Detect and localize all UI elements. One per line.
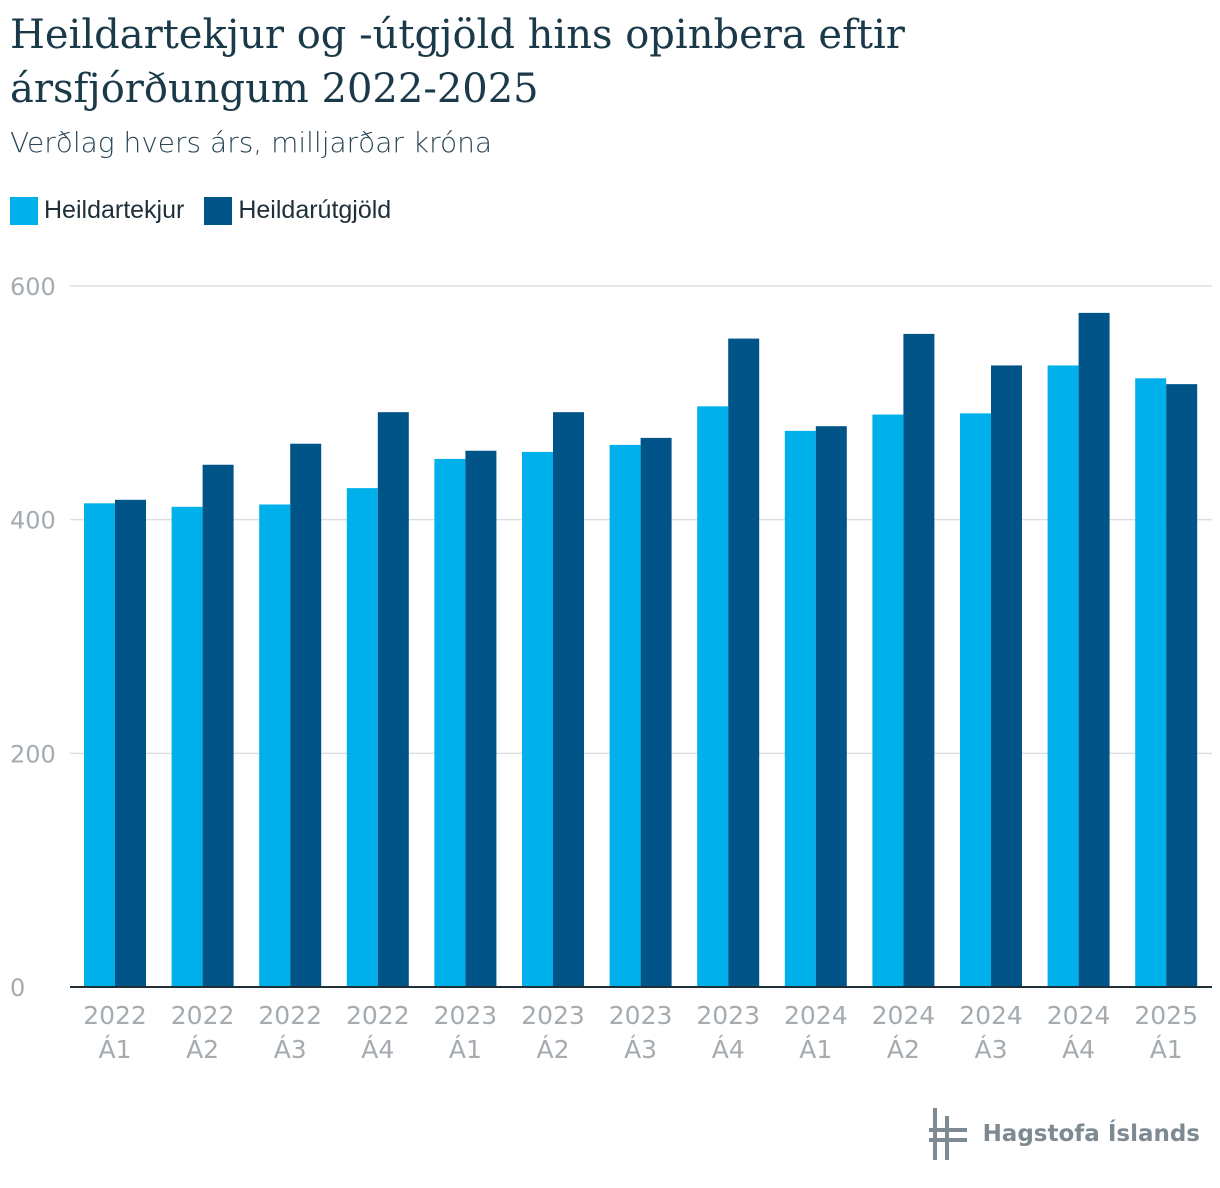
x-tick-label-quarter: Á1 [449, 1035, 482, 1064]
bar-heildartekjur [171, 506, 203, 987]
x-tick-label-year: 2024 [959, 1001, 1023, 1030]
legend-label-expenditure: Heildarútgjöld [238, 196, 392, 224]
x-tick-label-quarter: Á3 [274, 1035, 307, 1064]
x-tick-label-year: 2025 [1134, 1001, 1198, 1030]
hagstofa-logo-icon [928, 1108, 967, 1160]
x-tick-label-year: 2022 [171, 1001, 235, 1030]
bar-heildarutgjold [377, 412, 409, 987]
legend-item-expenditure: Heildarútgjöld [204, 196, 391, 225]
x-tick-label-year: 2023 [434, 1001, 498, 1030]
x-tick-label-year: 2022 [258, 1001, 322, 1030]
y-tick-label: 0 [10, 974, 25, 1002]
chart-title: Heildartekjur og -útgjöld hins opinbera … [10, 12, 905, 112]
bar-chart: 0 200 400 600 2022 Á1 2022 Á2 2022 Á3 2022 Á4 2023 Á1… [10, 273, 1212, 1064]
x-tick-label-year: 2022 [346, 1001, 410, 1030]
bar-heildarutgjold [903, 333, 935, 987]
bar-heildartekjur [609, 444, 641, 988]
x-tick-label-year: 2023 [521, 1001, 585, 1030]
legend: Heildartekjur Heildarútgjöld [10, 196, 391, 225]
bar-heildarutgjold [115, 499, 146, 987]
x-tick-label-year: 2024 [872, 1001, 936, 1030]
x-tick-label-quarter: Á4 [1062, 1035, 1095, 1064]
x-tick-label-year: 2024 [1047, 1001, 1111, 1030]
bar-heildartekjur [522, 451, 553, 987]
bar-heildarutgjold [553, 412, 584, 987]
bar-heildarutgjold [815, 426, 847, 987]
bar-heildartekjur [1135, 378, 1167, 987]
x-tick-label-quarter: Á2 [186, 1035, 219, 1064]
x-tick-label-quarter: Á3 [974, 1035, 1007, 1064]
bar-heildartekjur [784, 430, 816, 988]
bar-heildarutgjold [290, 443, 322, 988]
bar-heildarutgjold [640, 437, 672, 988]
bar-heildartekjur [872, 414, 904, 987]
legend-item-revenue: Heildartekjur [10, 196, 184, 225]
bar-heildarutgjold [728, 338, 760, 987]
x-tick-label-quarter: Á1 [1150, 1035, 1183, 1064]
bar-heildarutgjold [465, 450, 497, 987]
y-tick-label: 600 [10, 273, 56, 301]
bar-heildarutgjold [1166, 384, 1198, 987]
x-tick-label-year: 2024 [784, 1001, 848, 1030]
y-tick-label: 200 [10, 740, 56, 768]
bar-heildartekjur [697, 406, 729, 987]
bar-heildarutgjold [991, 365, 1022, 987]
bar-heildartekjur [346, 488, 378, 987]
x-tick-label-quarter: Á4 [361, 1035, 394, 1064]
x-tick-label-quarter: Á1 [98, 1035, 131, 1064]
x-tick-label-year: 2023 [609, 1001, 673, 1030]
bar-heildartekjur [259, 504, 291, 987]
x-tick-label-quarter: Á1 [799, 1035, 832, 1064]
hagstofa-logo: Hagstofa Íslands [928, 1108, 1200, 1160]
bar-heildartekjur [84, 503, 115, 987]
x-tick-label-quarter: Á2 [536, 1035, 569, 1064]
legend-swatch-revenue [10, 196, 38, 225]
x-tick-label-year: 2022 [83, 1001, 147, 1030]
bar-heildartekjur [960, 413, 991, 987]
x-tick-label-quarter: Á3 [624, 1035, 657, 1064]
hagstofa-logo-text: Hagstofa Íslands [982, 1121, 1200, 1147]
y-tick-label: 400 [10, 507, 56, 535]
bar-heildartekjur [434, 458, 466, 987]
bar-heildarutgjold [1078, 312, 1110, 987]
x-tick-label-year: 2023 [696, 1001, 760, 1030]
legend-label-revenue: Heildartekjur [44, 196, 185, 224]
chart-subtitle: Verðlag hvers árs, milljarðar króna [10, 126, 493, 159]
x-tick-label-quarter: Á2 [887, 1035, 920, 1064]
bar-heildarutgjold [202, 464, 234, 987]
bar-heildartekjur [1047, 365, 1079, 987]
x-tick-label-quarter: Á4 [712, 1035, 745, 1064]
legend-swatch-expenditure [204, 196, 233, 225]
